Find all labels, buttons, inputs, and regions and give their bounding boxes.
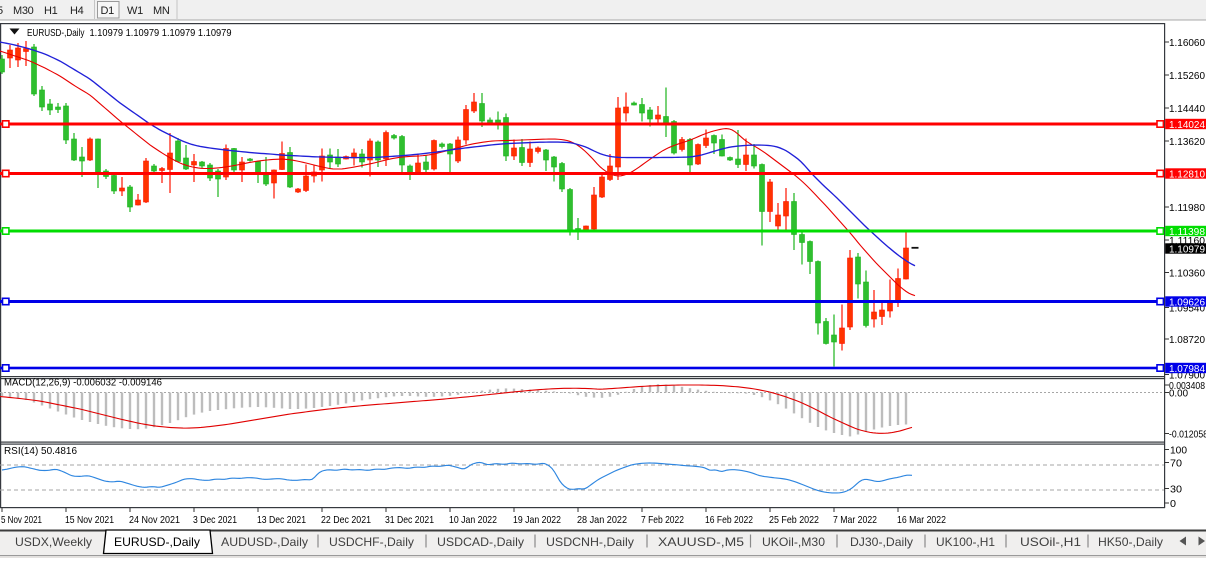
svg-text:USDX,Weekly: USDX,Weekly [15, 535, 92, 549]
svg-text:1.12810: 1.12810 [1169, 168, 1205, 180]
svg-text:M30: M30 [13, 5, 34, 17]
svg-text:28 Jan 2022: 28 Jan 2022 [577, 514, 627, 526]
svg-text:USDCHF-,Daily: USDCHF-,Daily [329, 535, 414, 549]
svg-text:24 Nov 2021: 24 Nov 2021 [129, 514, 180, 526]
svg-text:MACD(12,26,9) -0.006032 -0.009: MACD(12,26,9) -0.006032 -0.009146 [4, 377, 162, 389]
svg-text:7 Mar 2022: 7 Mar 2022 [833, 514, 877, 526]
svg-text:5 Nov 2021: 5 Nov 2021 [1, 514, 42, 526]
svg-text:W1: W1 [127, 5, 143, 17]
svg-text:EURUSD-,Daily: EURUSD-,Daily [114, 535, 200, 549]
svg-text:USDCAD-,Daily: USDCAD-,Daily [437, 535, 524, 549]
svg-text:10 Jan 2022: 10 Jan 2022 [449, 514, 497, 526]
svg-text:13 Dec 2021: 13 Dec 2021 [257, 514, 306, 526]
svg-text:1.09626: 1.09626 [1169, 296, 1205, 308]
svg-text:RSI(14) 50.4816: RSI(14) 50.4816 [4, 445, 77, 457]
svg-text:HK50-,Daily: HK50-,Daily [1098, 535, 1163, 549]
svg-text:USDCNH-,Daily: USDCNH-,Daily [546, 535, 634, 549]
svg-text:1.11398: 1.11398 [1169, 226, 1205, 238]
svg-text:1.10979 1.10979 1.10979 1.1097: 1.10979 1.10979 1.10979 1.10979 [90, 27, 232, 39]
svg-text:1.13620: 1.13620 [1169, 136, 1205, 148]
svg-text:22 Dec 2021: 22 Dec 2021 [321, 514, 371, 526]
svg-text:1.08720: 1.08720 [1169, 334, 1205, 346]
svg-text:1.07984: 1.07984 [1169, 363, 1205, 375]
svg-text:0.00: 0.00 [1169, 387, 1188, 399]
svg-text:70: 70 [1170, 457, 1182, 469]
svg-text:1.16060: 1.16060 [1169, 37, 1205, 49]
svg-text:USOil-,H1: USOil-,H1 [1020, 535, 1081, 549]
svg-text:1.14440: 1.14440 [1169, 103, 1205, 115]
svg-text:EURUSD-,Daily: EURUSD-,Daily [27, 27, 85, 39]
svg-text:H1: H1 [44, 5, 58, 17]
svg-text:XAUUSD-,M5: XAUUSD-,M5 [658, 535, 744, 549]
svg-text:0.003408: 0.003408 [1169, 380, 1205, 392]
svg-text:1.15260: 1.15260 [1169, 70, 1205, 82]
svg-text:25 Feb 2022: 25 Feb 2022 [769, 514, 819, 526]
svg-text:7 Feb 2022: 7 Feb 2022 [641, 514, 684, 526]
svg-text:30: 30 [1170, 483, 1182, 495]
svg-text:0: 0 [1170, 498, 1176, 510]
svg-text:D1: D1 [101, 5, 115, 17]
svg-text:31 Dec 2021: 31 Dec 2021 [385, 514, 434, 526]
svg-text:16 Mar 2022: 16 Mar 2022 [897, 514, 946, 526]
svg-text:16 Feb 2022: 16 Feb 2022 [705, 514, 753, 526]
svg-text:-0.012058: -0.012058 [1169, 428, 1206, 440]
svg-text:3 Dec 2021: 3 Dec 2021 [193, 514, 237, 526]
svg-text:1.11980: 1.11980 [1169, 202, 1205, 214]
svg-text:H4: H4 [70, 5, 84, 17]
svg-text:DJ30-,Daily: DJ30-,Daily [850, 535, 913, 549]
svg-text:1.10979: 1.10979 [1169, 243, 1205, 255]
svg-text:1.14024: 1.14024 [1169, 119, 1205, 131]
svg-text:100: 100 [1170, 444, 1187, 456]
svg-text:19 Jan 2022: 19 Jan 2022 [513, 514, 561, 526]
svg-text:15 Nov 2021: 15 Nov 2021 [65, 514, 114, 526]
svg-text:MN: MN [153, 5, 170, 17]
svg-text:1.10360: 1.10360 [1169, 267, 1205, 279]
svg-text:UK100-,H1: UK100-,H1 [936, 535, 995, 549]
svg-text:5: 5 [0, 5, 3, 17]
svg-text:UKOil-,M30: UKOil-,M30 [762, 535, 825, 549]
svg-text:AUDUSD-,Daily: AUDUSD-,Daily [221, 535, 308, 549]
